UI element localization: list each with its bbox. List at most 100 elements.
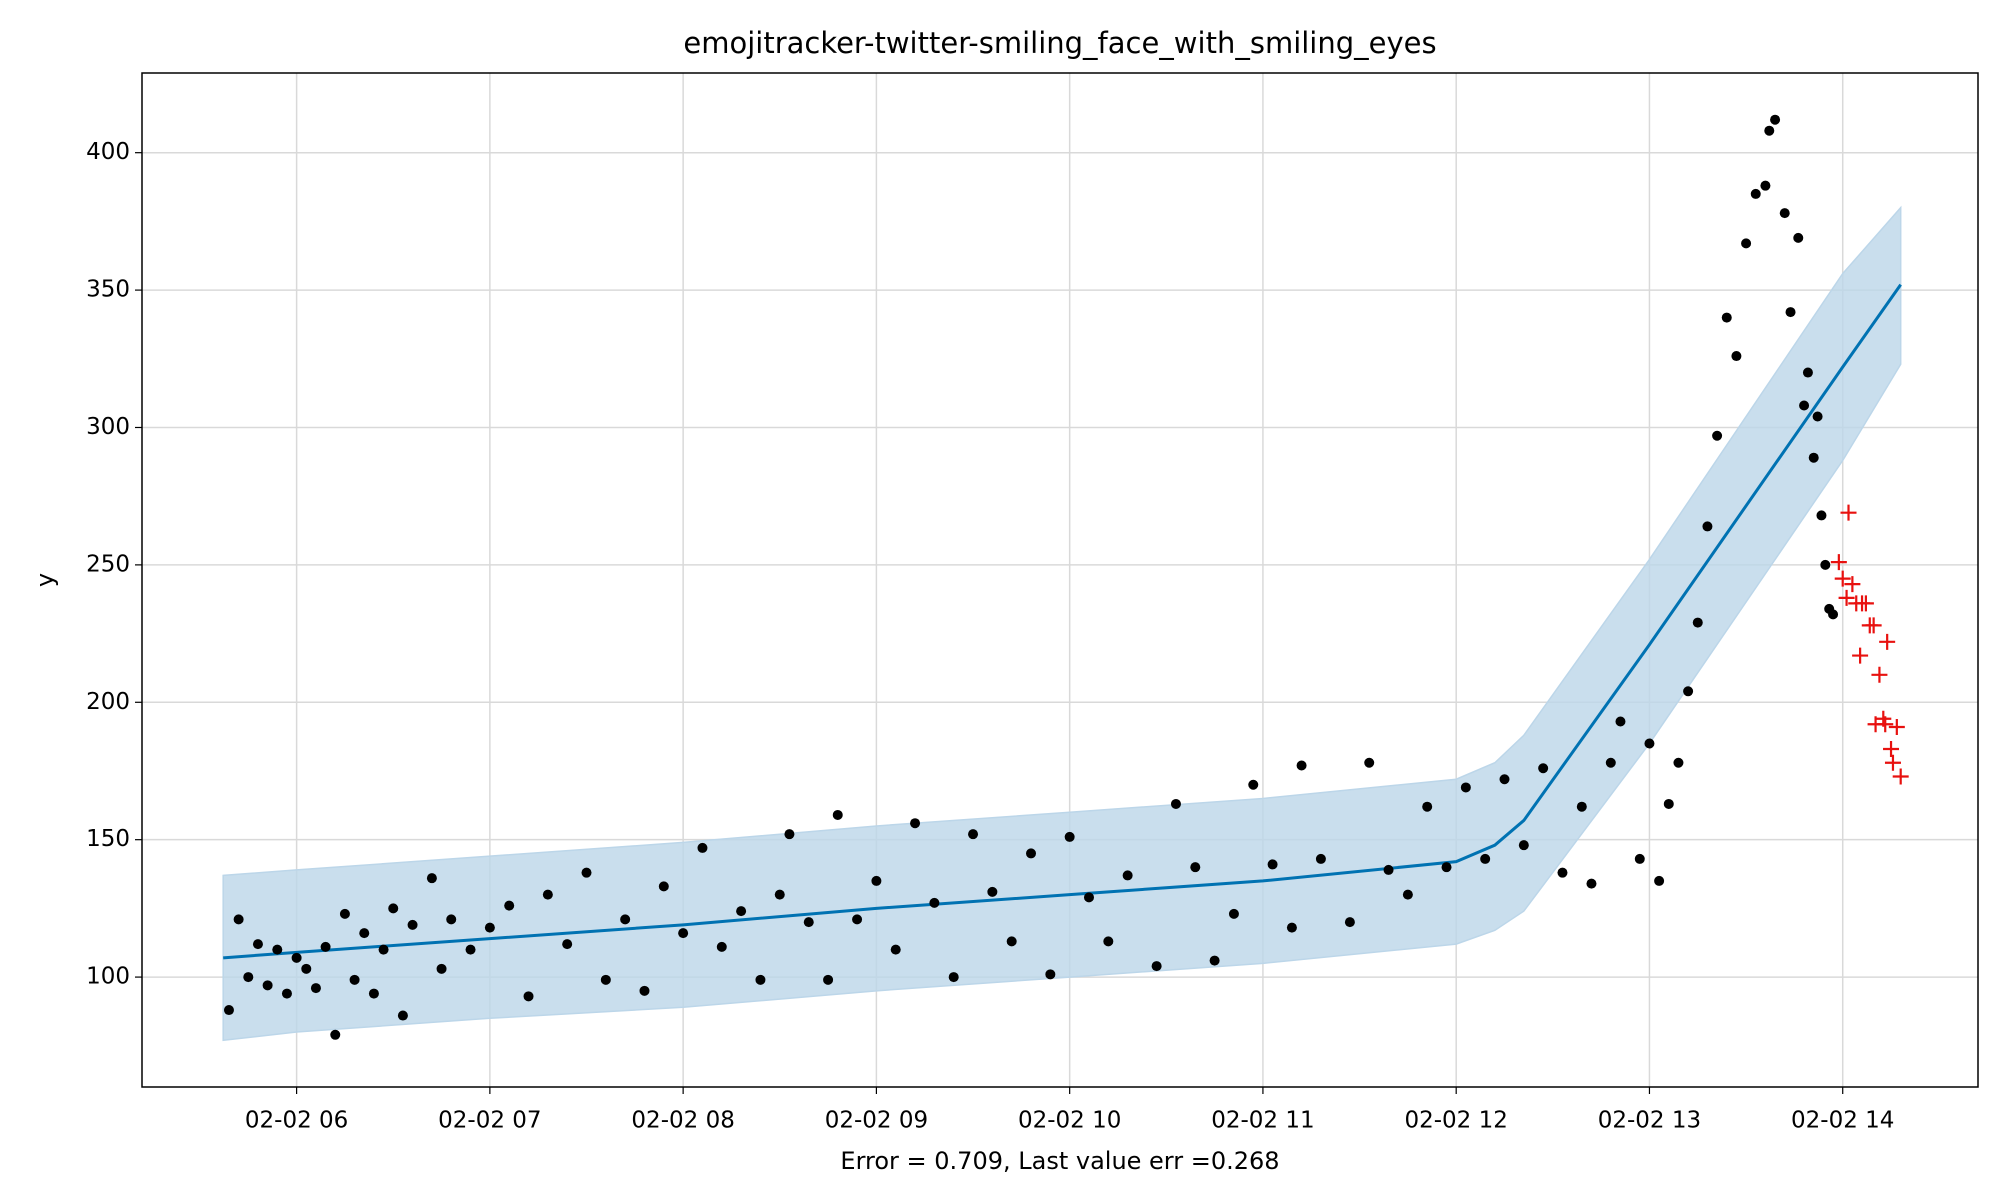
observed-point xyxy=(600,974,611,985)
observed-point xyxy=(262,980,273,991)
observed-point xyxy=(504,900,515,911)
observed-point xyxy=(697,842,708,853)
observed-point xyxy=(1267,859,1278,870)
observed-point xyxy=(1605,757,1616,768)
observed-point xyxy=(823,974,834,985)
x-tick-label: 02-02 14 xyxy=(1791,1108,1894,1134)
observed-point xyxy=(1103,936,1114,947)
y-tick-label: 200 xyxy=(86,689,130,715)
holdout-point xyxy=(1838,589,1855,606)
observed-point xyxy=(562,939,573,950)
observed-point xyxy=(852,914,863,925)
x-tick-label: 02-02 12 xyxy=(1404,1108,1507,1134)
uncertainty-band xyxy=(222,205,1902,1042)
observed-point xyxy=(910,818,921,829)
holdout-point xyxy=(1883,741,1900,757)
observed-point xyxy=(252,939,263,950)
y-tick-label: 300 xyxy=(86,414,130,440)
observed-point xyxy=(378,944,389,955)
holdout-point xyxy=(1840,504,1857,521)
observed-point xyxy=(1644,738,1655,749)
holdout-point xyxy=(1857,595,1874,612)
observed-point xyxy=(233,914,244,925)
observed-point xyxy=(678,928,689,939)
observed-point xyxy=(1422,801,1433,812)
observed-point xyxy=(1793,232,1804,243)
observed-point xyxy=(291,952,302,963)
observed-point xyxy=(223,1005,234,1016)
observed-point xyxy=(359,928,370,939)
observed-point xyxy=(281,988,292,999)
observed-point xyxy=(1741,238,1752,249)
observed-point xyxy=(484,922,495,933)
observed-point xyxy=(465,944,476,955)
observed-point xyxy=(1802,367,1813,378)
observed-point xyxy=(320,941,331,952)
observed-point xyxy=(330,1029,341,1040)
observed-point xyxy=(1760,180,1771,191)
observed-point xyxy=(1785,307,1796,318)
observed-point xyxy=(1770,114,1781,125)
observed-point xyxy=(436,963,447,974)
observed-point xyxy=(1828,609,1839,620)
observed-point xyxy=(1383,864,1394,875)
holdout-point xyxy=(1852,647,1869,664)
observed-point xyxy=(1460,782,1471,793)
observed-point xyxy=(620,914,631,925)
observed-point xyxy=(426,873,437,884)
observed-point xyxy=(1779,208,1790,219)
observed-point xyxy=(1499,774,1510,785)
observed-point xyxy=(716,941,727,952)
observed-point xyxy=(1576,801,1587,812)
observed-point xyxy=(1557,867,1568,878)
y-tick-label: 150 xyxy=(86,826,130,852)
holdout-point xyxy=(1865,617,1882,634)
y-tick-label: 350 xyxy=(86,277,130,303)
observed-point xyxy=(784,829,795,840)
observed-point xyxy=(581,867,592,878)
observed-point xyxy=(1518,840,1529,851)
holdout-point xyxy=(1879,633,1896,650)
holdout-point xyxy=(1892,768,1909,785)
x-tick-label: 02-02 09 xyxy=(825,1108,928,1134)
forecast-line xyxy=(223,283,1902,960)
observed-point xyxy=(755,974,766,985)
observed-point xyxy=(1721,312,1732,323)
observed-point xyxy=(243,972,254,983)
x-tick-label: 02-02 07 xyxy=(438,1108,541,1134)
observed-point xyxy=(1190,862,1201,873)
holdout-point xyxy=(1877,716,1894,733)
observed-point xyxy=(1006,936,1017,947)
x-tick-label: 02-02 11 xyxy=(1211,1108,1314,1134)
observed-point xyxy=(1402,889,1413,900)
observed-point xyxy=(1228,908,1239,919)
y-tick-label: 250 xyxy=(86,551,130,577)
holdout-point xyxy=(1844,576,1861,593)
observed-point xyxy=(929,897,940,908)
observed-point xyxy=(310,983,321,994)
x-tick-label: 02-02 06 xyxy=(245,1108,348,1134)
observed-point xyxy=(832,809,843,820)
observed-point xyxy=(1296,760,1307,771)
observed-point xyxy=(1808,452,1819,463)
observed-point xyxy=(803,917,814,928)
observed-point xyxy=(1683,686,1694,697)
observed-point xyxy=(1209,955,1220,966)
observed-point xyxy=(339,908,350,919)
observed-point xyxy=(368,988,379,999)
observed-point xyxy=(658,881,669,892)
observed-point xyxy=(1812,411,1823,422)
observed-point xyxy=(736,906,747,917)
x-tick-label: 02-02 10 xyxy=(1018,1108,1121,1134)
y-tick-label: 400 xyxy=(86,139,130,165)
observed-point xyxy=(1799,400,1810,411)
y-tick-label: 100 xyxy=(86,964,130,990)
observed-point xyxy=(987,886,998,897)
observed-point xyxy=(1820,559,1831,570)
observed-point xyxy=(1441,862,1452,873)
observed-point xyxy=(1702,521,1713,532)
observed-point xyxy=(1248,779,1259,790)
holdout-point xyxy=(1888,719,1905,736)
